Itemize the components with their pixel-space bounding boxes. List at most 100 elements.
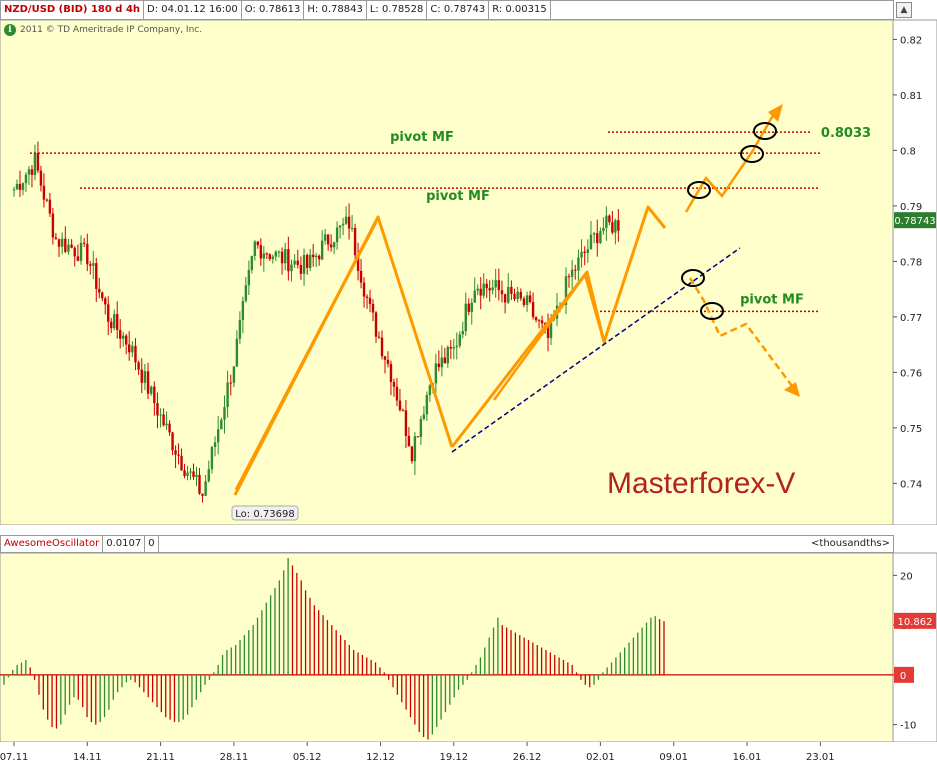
- price-tick-label: 0.81: [900, 91, 922, 102]
- candle-body: [353, 227, 357, 256]
- date-tick-label: 23.01: [806, 752, 835, 763]
- candle-body: [488, 288, 491, 291]
- indicator-name[interactable]: AwesomeOscillator: [0, 535, 104, 553]
- candle-body: [60, 238, 64, 247]
- candle-body: [401, 410, 405, 412]
- candle-body: [216, 429, 220, 443]
- candle-body: [531, 301, 535, 318]
- candle-body: [464, 303, 467, 332]
- candle-body: [308, 254, 312, 268]
- candle-body: [491, 287, 494, 291]
- candle-body: [220, 419, 223, 430]
- candle-body: [241, 300, 245, 321]
- annotation-label: pivot MF: [390, 130, 454, 145]
- candle-body: [434, 363, 438, 384]
- candle-body: [223, 407, 226, 420]
- current-price-label: 0.78743: [894, 216, 935, 227]
- candle-body: [21, 183, 25, 190]
- copyright-text: 2011 © TD Ameritrade IP Company, Inc.: [20, 25, 203, 35]
- candle-body: [39, 170, 43, 186]
- candle-body: [57, 239, 61, 247]
- low-label-box: [231, 505, 299, 521]
- candle-body: [614, 220, 617, 233]
- candle-body: [33, 153, 37, 175]
- candle-body: [89, 264, 92, 266]
- candle-body: [392, 382, 396, 387]
- candle-body: [404, 410, 408, 436]
- candle-body: [232, 366, 236, 383]
- candle-body: [79, 242, 83, 261]
- candle-body: [476, 288, 479, 291]
- candle-body: [546, 325, 550, 339]
- chart-scroll-button[interactable]: ▲: [896, 2, 912, 18]
- candle-body: [48, 199, 52, 214]
- candle-body: [244, 285, 248, 301]
- candle-body: [407, 435, 411, 447]
- candle-body: [422, 414, 426, 419]
- candle-body: [567, 276, 571, 278]
- current-price-marker: [894, 212, 936, 229]
- date-tick-label: 14.11: [73, 752, 102, 763]
- candle-body: [564, 276, 568, 305]
- candle-body: [140, 369, 143, 383]
- candle-body: [213, 442, 217, 448]
- copyright-notice: i 2011 © TD Ameritrade IP Company, Inc.: [4, 24, 202, 36]
- candle-body: [374, 312, 378, 337]
- candle-body: [107, 304, 110, 322]
- price-panel[interactable]: [0, 19, 894, 526]
- candle-body: [570, 269, 574, 277]
- candle-body: [323, 234, 327, 241]
- candle-body: [177, 454, 180, 456]
- candle-body: [253, 241, 257, 256]
- candle-body: [446, 346, 450, 364]
- candle-body: [287, 249, 290, 272]
- candle-body: [347, 216, 351, 229]
- candle-body: [235, 338, 239, 367]
- candle-body: [516, 291, 519, 300]
- osc-value-label: 10.862: [898, 617, 933, 628]
- date-tick-label: 21.11: [146, 752, 175, 763]
- candle-body: [256, 241, 260, 246]
- candle-body: [302, 254, 306, 274]
- candle-body: [259, 245, 263, 259]
- date-axis: [0, 742, 937, 768]
- candle-body: [440, 357, 444, 368]
- candle-body: [284, 249, 287, 264]
- candle-body: [42, 185, 46, 200]
- candle-body: [168, 423, 171, 433]
- target-circle: [740, 145, 764, 163]
- candle-body: [311, 254, 315, 258]
- candle-body: [413, 436, 417, 462]
- candle-body: [290, 264, 293, 272]
- bear-arrow-head: [784, 382, 800, 397]
- candle-body: [156, 403, 159, 416]
- candle-body: [497, 280, 501, 291]
- date-tick-label: 02.01: [586, 752, 615, 763]
- candle-body: [180, 455, 183, 471]
- indicator-param: 0: [144, 535, 159, 553]
- osc-value-marker: [894, 612, 936, 629]
- candle-body: [320, 240, 324, 260]
- price-tick-label: 0.8: [900, 146, 916, 157]
- candle-body: [174, 450, 177, 455]
- candle-body: [419, 418, 423, 438]
- candle-body: [470, 302, 473, 312]
- trend-line: [451, 247, 741, 453]
- candle-body: [592, 233, 596, 235]
- osc-tick-label: 20: [900, 571, 913, 582]
- info-icon[interactable]: i: [4, 24, 16, 36]
- candle-body: [389, 363, 393, 383]
- candle-body: [18, 183, 22, 190]
- annotation-label: 0.8033: [821, 126, 871, 141]
- candle-body: [146, 371, 150, 394]
- oscillator-panel[interactable]: [0, 552, 894, 743]
- candle-body: [250, 255, 254, 271]
- indicator-value: 0.0107: [102, 535, 146, 553]
- candle-body: [198, 474, 201, 494]
- price-tick-label: 0.74: [900, 479, 922, 490]
- candle-body: [362, 282, 366, 297]
- candle-body: [189, 471, 192, 473]
- candle-body: [104, 298, 107, 305]
- candle-body: [159, 414, 162, 416]
